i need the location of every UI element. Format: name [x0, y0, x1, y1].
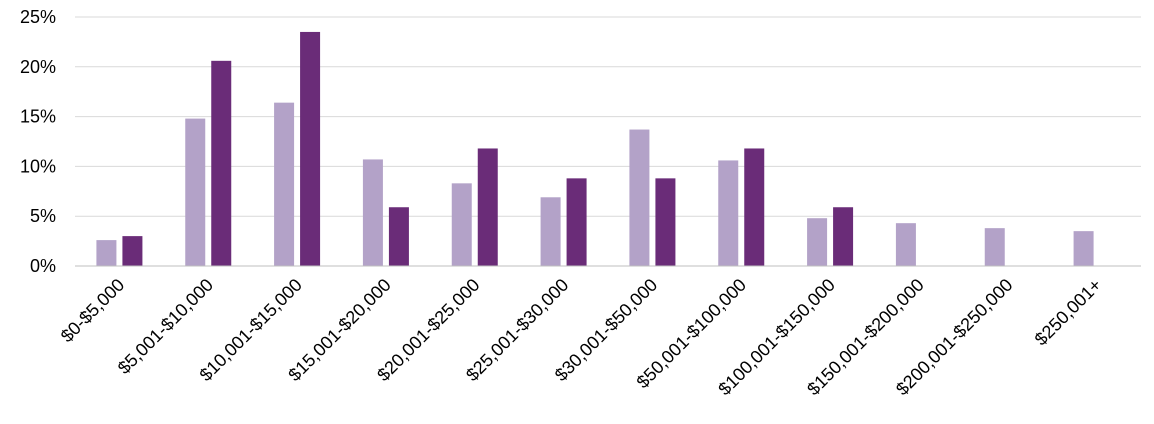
bar-series-1 — [362, 159, 383, 266]
y-tick-label: 5% — [30, 206, 56, 226]
bar-series-2 — [744, 148, 765, 266]
bar-series-1 — [540, 197, 561, 266]
bar-series-1 — [629, 129, 650, 266]
y-tick-label: 15% — [20, 107, 56, 127]
bar-series-2 — [833, 207, 854, 266]
bars — [96, 31, 1094, 266]
x-category-label: $250,001+ — [1031, 275, 1106, 350]
bar-series-1 — [1073, 231, 1094, 266]
bar-series-1 — [274, 102, 295, 266]
y-tick-label: 10% — [20, 156, 56, 176]
bar-series-1 — [895, 223, 916, 266]
bar-series-2 — [122, 236, 143, 266]
bar-series-2 — [388, 207, 409, 266]
bar-series-2 — [300, 31, 321, 266]
x-category-label: $0-$5,000 — [57, 275, 128, 346]
x-category-label: $5,001-$10,000 — [114, 275, 217, 378]
y-tick-label: 20% — [20, 57, 56, 77]
bar-series-2 — [477, 148, 498, 266]
bar-series-1 — [984, 228, 1005, 266]
bar-series-2 — [566, 178, 587, 266]
bar-series-1 — [451, 183, 472, 266]
bar-series-1 — [185, 118, 206, 266]
x-axis-category-labels: $0-$5,000$5,001-$10,000$10,001-$15,000$1… — [57, 275, 1106, 400]
y-tick-label: 0% — [30, 256, 56, 276]
bar-series-2 — [211, 60, 232, 266]
y-gridlines — [75, 16, 1141, 217]
bar-series-2 — [655, 178, 676, 266]
y-tick-label: 25% — [20, 7, 56, 27]
bar-series-1 — [96, 240, 117, 266]
bar-series-1 — [807, 218, 828, 266]
y-axis-tick-labels: 0% 5% 10% 15% 20% 25% — [20, 7, 56, 276]
bar-series-1 — [718, 160, 739, 266]
